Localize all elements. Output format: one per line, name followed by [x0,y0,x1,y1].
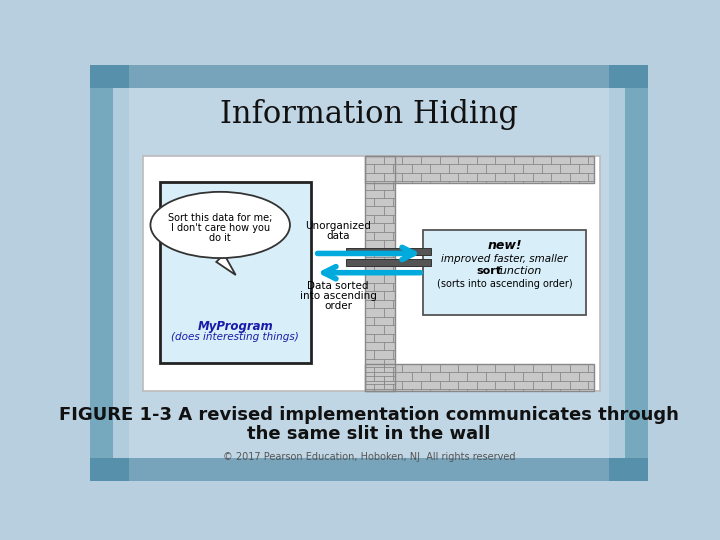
Bar [346,248,431,255]
Text: improved faster, smaller: improved faster, smaller [441,254,568,264]
Bar [90,65,648,88]
Text: © 2017 Pearson Education, Hoboken, NJ  All rights reserved: © 2017 Pearson Education, Hoboken, NJ Al… [222,453,516,462]
Bar [365,156,395,390]
Text: FIGURE 1-3 A revised implementation communicates through: FIGURE 1-3 A revised implementation comm… [59,406,679,424]
Bar [143,156,600,390]
Bar [160,182,311,363]
Text: new!: new! [487,239,522,252]
Bar [90,65,129,481]
Text: function: function [496,266,541,276]
Bar [365,363,594,390]
Text: MyProgram: MyProgram [197,320,273,333]
Text: Data sorted: Data sorted [307,281,369,291]
Bar [609,65,648,481]
Ellipse shape [150,192,290,258]
Text: (sorts into ascending order): (sorts into ascending order) [437,279,572,289]
Polygon shape [216,254,235,275]
Bar [365,156,395,390]
Text: sort: sort [477,266,502,276]
Text: (does interesting things): (does interesting things) [171,333,300,342]
Bar [423,231,586,315]
Text: order: order [324,301,352,311]
Text: data: data [326,231,350,241]
Bar [346,259,431,266]
Text: Information Hiding: Information Hiding [220,99,518,130]
Text: I don't care how you: I don't care how you [171,223,270,233]
Bar [365,363,594,390]
Bar [113,88,625,457]
Bar [90,457,648,481]
Text: into ascending: into ascending [300,291,377,301]
Text: do it: do it [210,233,231,243]
Bar [365,156,594,183]
Text: Sort this data for me;: Sort this data for me; [168,213,272,223]
Bar [365,156,594,183]
Text: Unorganized: Unorganized [305,221,371,231]
Text: the same slit in the wall: the same slit in the wall [247,426,491,443]
